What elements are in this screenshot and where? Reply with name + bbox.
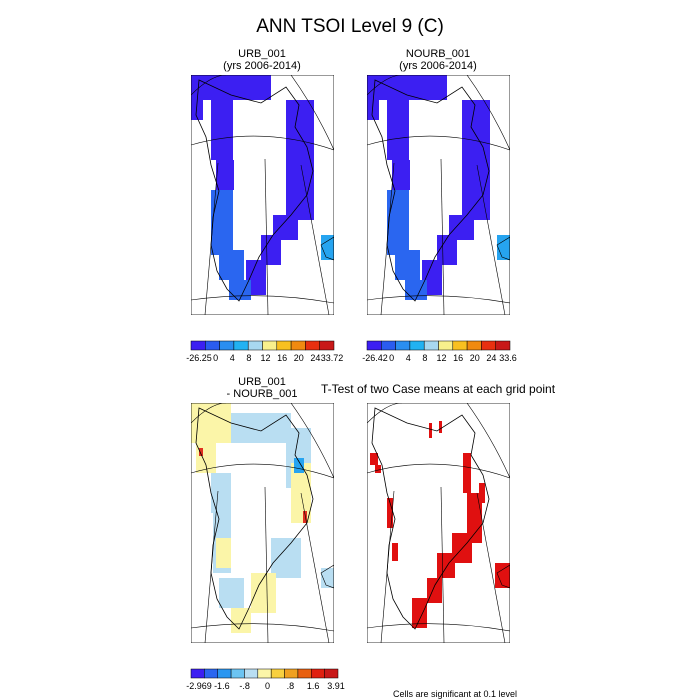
colorbar-label: -1.6	[214, 681, 230, 691]
colorbar-label: 0	[213, 353, 218, 363]
map-fill	[191, 403, 334, 633]
colorbar-label: -26.25	[186, 353, 212, 363]
colorbar-label: .8	[287, 681, 295, 691]
significance-cells	[370, 421, 510, 628]
colorbar-box	[438, 340, 454, 351]
footnote: Cells are significant at 0.1 level	[393, 689, 517, 699]
colorbar-box	[230, 668, 245, 679]
colorbar-label: 33.6	[499, 353, 517, 363]
colorbar-box	[305, 340, 320, 351]
colorbar-label: 20	[470, 353, 480, 363]
colorbar-box	[452, 340, 468, 351]
colorbar-label: 12	[260, 353, 270, 363]
colorbar-box	[311, 668, 325, 679]
colorbar-box	[219, 340, 235, 351]
colorbar-box	[319, 340, 335, 351]
colorbar-label: -.8	[239, 681, 250, 691]
colorbar-box	[366, 340, 382, 351]
colorbar: -2.969 -1.6 -.8 0 .8 1.6 3.91	[186, 668, 345, 691]
colorbar-label: 0	[389, 353, 394, 363]
colorbar: -26.25 0 4 8 12 16 20 24 33.72	[186, 340, 344, 363]
colorbar-box	[204, 668, 218, 679]
colorbar-label: -2.969	[186, 681, 212, 691]
colorbar-box	[395, 340, 411, 351]
colorbar-label: 24	[486, 353, 496, 363]
colorbar-label: -26.42	[362, 353, 388, 363]
panel-subtitle: (yrs 2006-2014)	[223, 60, 301, 72]
panel-title: NOURB_001	[406, 48, 470, 60]
colorbar: -26.42 0 4 8 12 16 20 24 33.6	[362, 340, 517, 363]
colorbar-label: 24	[310, 353, 320, 363]
colorbar-box	[381, 340, 396, 351]
colorbar-label: 12	[436, 353, 446, 363]
colorbar-box	[217, 668, 232, 679]
colorbar-box	[244, 668, 259, 679]
colorbar-label: 8	[422, 353, 427, 363]
colorbar-label: 4	[406, 353, 411, 363]
colorbar-label: 1.6	[307, 681, 320, 691]
figure-title: ANN TSOI Level 9 (C)	[256, 16, 444, 37]
colorbar-box	[190, 340, 206, 351]
colorbar-box	[276, 340, 292, 351]
colorbar-label: 8	[246, 353, 251, 363]
panel-title: T-Test of two Case means at each grid po…	[321, 382, 556, 396]
colorbar-box	[290, 340, 306, 351]
colorbar-label: 20	[294, 353, 304, 363]
colorbar-box	[284, 668, 299, 679]
colorbar-box	[409, 340, 425, 351]
panel-subtitle: (yrs 2006-2014)	[399, 60, 477, 72]
colorbar-box	[270, 668, 285, 679]
colorbar-label: 3.91	[327, 681, 345, 691]
colorbar-box	[262, 340, 278, 351]
colorbar-box	[190, 668, 205, 679]
panel-subtitle: - NOURB_001	[227, 388, 298, 400]
panel-title: URB_001	[238, 376, 286, 388]
colorbar-label: 33.72	[321, 353, 344, 363]
colorbar-box	[247, 340, 263, 351]
colorbar-box	[495, 340, 511, 351]
colorbar-box	[297, 668, 312, 679]
colorbar-label: 0	[265, 681, 270, 691]
colorbar-box	[481, 340, 496, 351]
colorbar-box	[205, 340, 220, 351]
colorbar-box	[233, 340, 249, 351]
colorbar-box	[257, 668, 272, 679]
colorbar-box	[324, 668, 339, 679]
colorbar-box	[423, 340, 439, 351]
colorbar-box	[466, 340, 482, 351]
panel-title: URB_001	[238, 48, 286, 60]
colorbar-label: 16	[277, 353, 287, 363]
colorbar-label: 16	[453, 353, 463, 363]
colorbar-label: 4	[230, 353, 235, 363]
